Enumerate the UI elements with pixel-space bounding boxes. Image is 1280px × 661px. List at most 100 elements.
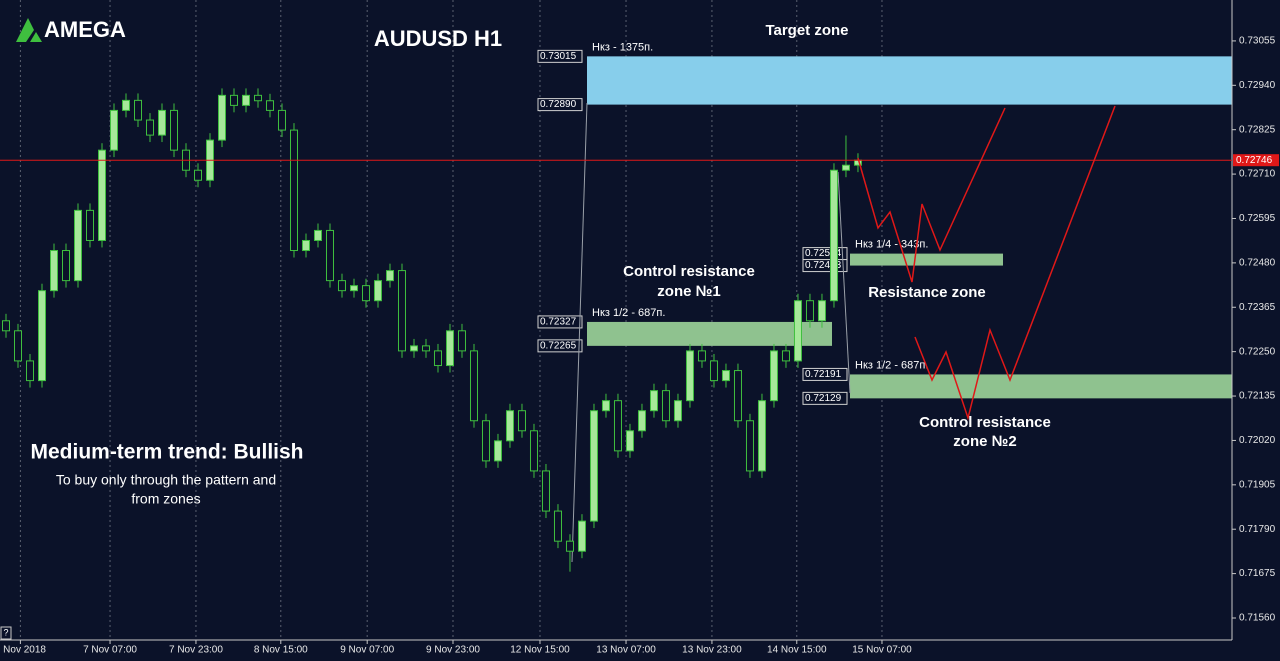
last-price-label: 0.72746 xyxy=(1236,155,1273,166)
candle-body xyxy=(541,470,550,512)
price-tag-label: 0.73015 xyxy=(540,51,577,62)
price-tag xyxy=(802,367,848,381)
connector-line xyxy=(571,102,588,563)
price-tag-label: 0.72473 xyxy=(805,260,842,271)
x-tick-label: 15 Nov 07:00 xyxy=(852,645,912,656)
zone xyxy=(587,56,1232,105)
candle-body xyxy=(193,169,202,181)
candle-body xyxy=(229,94,238,106)
annotation: Control resistance xyxy=(919,414,1051,431)
help-text[interactable]: ? xyxy=(3,627,8,637)
x-tick-label: 13 Nov 07:00 xyxy=(596,645,656,656)
candle-body xyxy=(445,330,454,367)
logo-mark xyxy=(30,32,42,42)
x-tick-label: 8 Nov 15:00 xyxy=(254,645,308,656)
candle-body xyxy=(37,290,46,382)
candle-body xyxy=(133,99,142,121)
candle-body xyxy=(361,285,370,302)
candle-body xyxy=(565,540,574,552)
candle-body xyxy=(781,350,790,362)
projection-line xyxy=(857,107,1006,283)
price-tag-label: 0.72129 xyxy=(805,393,842,404)
candle-body xyxy=(397,270,406,352)
logo-text: AMEGA xyxy=(44,17,126,42)
projection-lines xyxy=(857,105,1116,421)
y-tick-label: 0.72940 xyxy=(1239,80,1276,91)
candle-body xyxy=(217,94,226,141)
candle-body xyxy=(85,209,94,241)
x-tick-label: 6 Nov 2018 xyxy=(0,645,46,656)
candle-body xyxy=(553,510,562,542)
candle-body xyxy=(505,410,514,442)
y-tick-label: 0.71560 xyxy=(1239,613,1276,624)
candle-body xyxy=(793,300,802,362)
candle-body xyxy=(73,209,82,282)
candle-body xyxy=(409,345,418,352)
candle-body xyxy=(529,430,538,472)
candle-body xyxy=(49,250,58,292)
candle-body xyxy=(757,400,766,472)
last-price-tag xyxy=(1233,154,1279,167)
annotation: zone №2 xyxy=(953,433,1016,450)
zone xyxy=(587,321,832,346)
y-tick-label: 0.73055 xyxy=(1239,36,1276,47)
candle-body xyxy=(685,350,694,402)
candle-body xyxy=(313,229,322,241)
zone-label: Нкз 1/4 - 343п. xyxy=(855,239,928,251)
x-tick-label: 12 Nov 15:00 xyxy=(510,645,570,656)
zone xyxy=(850,374,1232,399)
price-tag xyxy=(537,339,583,353)
annotation: zone №1 xyxy=(657,283,720,300)
y-tick-label: 0.72480 xyxy=(1239,258,1276,269)
candle-body xyxy=(97,149,106,241)
candle-body xyxy=(457,330,466,352)
annotation: Control resistance xyxy=(623,263,755,280)
zones: Нкз - 1375п. 0.73015 0.72890 Нкз 1/2 - 687п… xyxy=(537,41,1232,405)
x-tick-label: 9 Nov 07:00 xyxy=(340,645,394,656)
logo: AMEGA xyxy=(16,17,126,42)
price-tag-label: 0.72265 xyxy=(540,341,577,352)
candle-body xyxy=(805,300,814,322)
candle-body xyxy=(61,250,70,282)
candle-body xyxy=(493,440,502,462)
annotation: Resistance zone xyxy=(868,284,986,301)
y-tick-label: 0.71675 xyxy=(1239,568,1276,579)
y-tick-label: 0.72595 xyxy=(1239,213,1276,224)
price-tag-label: 0.72504 xyxy=(805,248,842,259)
candle-body xyxy=(625,430,634,452)
y-tick-label: 0.72135 xyxy=(1239,391,1276,402)
candle-body xyxy=(241,94,250,106)
annotation: Target zone xyxy=(765,22,848,39)
candle-body xyxy=(601,400,610,412)
candle-body xyxy=(385,270,394,282)
subtitle: To buy only through the pattern and xyxy=(56,472,276,488)
zone-label: Нкз - 1375п. xyxy=(592,41,653,53)
candle-body xyxy=(349,285,358,292)
candle-body xyxy=(697,350,706,362)
candle-body xyxy=(517,410,526,432)
y-tick-label: 0.72250 xyxy=(1239,346,1276,357)
connector-line xyxy=(837,171,851,394)
price-tag xyxy=(537,315,583,329)
candle-body xyxy=(289,129,298,252)
projection-line xyxy=(914,105,1116,421)
help-box[interactable] xyxy=(0,626,12,640)
candle-body xyxy=(433,350,442,367)
candle-body xyxy=(613,400,622,452)
candle-body xyxy=(649,390,658,412)
candle-body xyxy=(733,370,742,422)
candle-body xyxy=(769,350,778,402)
y-tick-label: 0.72365 xyxy=(1239,302,1276,313)
y-tick-label: 0.72020 xyxy=(1239,435,1276,446)
grid xyxy=(19,0,883,640)
candle-body xyxy=(817,300,826,322)
candle-body xyxy=(265,100,274,111)
subtitle: from zones xyxy=(131,491,200,507)
candle-body xyxy=(121,99,130,111)
x-tick-label: 9 Nov 23:00 xyxy=(426,645,480,656)
candle-body xyxy=(841,164,850,171)
zone-label: Нкз 1/2 - 687п. xyxy=(855,359,928,371)
candle-body xyxy=(745,420,754,472)
candle-body xyxy=(709,360,718,382)
